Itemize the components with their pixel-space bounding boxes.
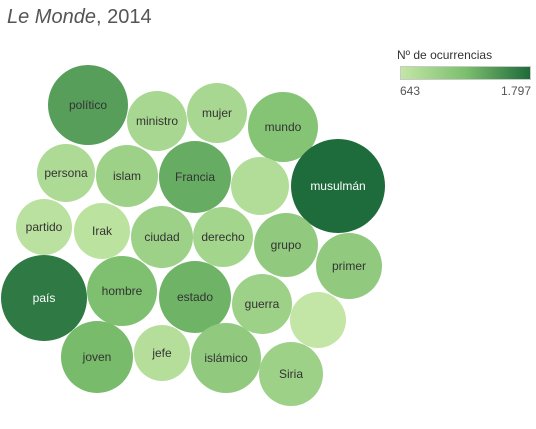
bubble-circle[interactable] (96, 145, 158, 207)
bubble-islámico[interactable]: islámico (191, 323, 261, 393)
bubble-circle[interactable] (159, 261, 231, 333)
legend-color-ramp (400, 66, 531, 80)
bubble-label: islámico (204, 351, 248, 365)
bubble-hombre[interactable]: hombre (87, 256, 157, 326)
bubble-jefe[interactable]: jefe (134, 325, 190, 381)
bubble-estado[interactable]: estado (159, 261, 231, 333)
bubble-circle[interactable] (127, 91, 187, 151)
bubble-circle[interactable] (193, 207, 253, 267)
bubble-label: ciudad (144, 230, 179, 244)
bubble-label: Francia (175, 170, 215, 184)
bubble-circle[interactable] (191, 323, 261, 393)
bubble-circle[interactable] (61, 321, 133, 393)
bubble-partido[interactable]: partido (16, 199, 72, 255)
bubble-Francia[interactable]: Francia (159, 141, 231, 213)
bubble-circle[interactable] (254, 213, 318, 277)
bubble-circle[interactable] (187, 83, 247, 143)
bubble-circle[interactable] (48, 65, 128, 145)
bubble-label: Siria (279, 367, 303, 381)
bubble-label: político (69, 98, 107, 112)
bubble-label: joven (82, 350, 112, 364)
bubble-mujer[interactable]: mujer (187, 83, 247, 143)
bubble-primer[interactable]: primer (316, 233, 382, 299)
bubble-label: hombre (102, 284, 143, 298)
bubble-ministro[interactable]: ministro (127, 91, 187, 151)
bubble-ciudad[interactable]: ciudad (131, 206, 193, 268)
chart-title-rest: , 2014 (95, 6, 152, 28)
bubble-circle[interactable] (248, 92, 318, 162)
legend-title: Nº de ocurrencias (397, 48, 493, 62)
bubble-label: mujer (202, 106, 232, 120)
legend-max-label: 1.797 (500, 84, 531, 98)
bubble-Irak[interactable]: Irak (74, 203, 130, 259)
bubble-unlabeled-19[interactable] (290, 292, 346, 348)
bubble-label: Irak (92, 224, 113, 238)
bubble-circle[interactable] (37, 144, 95, 202)
bubble-musulmán[interactable]: musulmán (291, 139, 385, 233)
bubble-circle[interactable] (131, 206, 193, 268)
bubble-circle[interactable] (290, 292, 346, 348)
bubble-label: musulmán (310, 179, 365, 193)
bubble-joven[interactable]: joven (61, 321, 133, 393)
bubble-circle[interactable] (74, 203, 130, 259)
bubble-label: ministro (136, 114, 178, 128)
legend-min-label: 643 (400, 84, 421, 98)
bubble-guerra[interactable]: guerra (232, 274, 292, 334)
bubble-label: primer (332, 259, 366, 273)
bubble-Siria[interactable]: Siria (259, 342, 323, 406)
bubble-circle[interactable] (16, 199, 72, 255)
bubble-label: partido (26, 220, 63, 234)
bubble-islam[interactable]: islam (96, 145, 158, 207)
bubble-circle[interactable] (259, 342, 323, 406)
bubble-label: país (33, 291, 56, 305)
bubble-persona[interactable]: persona (37, 144, 95, 202)
bubble-label: estado (177, 290, 213, 304)
bubble-político[interactable]: político (48, 65, 128, 145)
bubble-unlabeled-7[interactable] (231, 157, 289, 215)
bubble-label: jefe (151, 346, 172, 360)
bubble-circle[interactable] (134, 325, 190, 381)
bubble-label: islam (113, 169, 141, 183)
bubble-label: guerra (245, 297, 280, 311)
bubble-mundo[interactable]: mundo (248, 92, 318, 162)
bubble-circle[interactable] (159, 141, 231, 213)
bubble-circle[interactable] (231, 157, 289, 215)
bubble-label: grupo (271, 238, 302, 252)
bubble-circle[interactable] (316, 233, 382, 299)
bubble-grupo[interactable]: grupo (254, 213, 318, 277)
bubble-circle[interactable] (232, 274, 292, 334)
bubble-derecho[interactable]: derecho (193, 207, 253, 267)
bubble-label: persona (44, 166, 88, 180)
bubble-circle[interactable] (291, 139, 385, 233)
bubble-país[interactable]: país (1, 255, 87, 341)
bubble-label: mundo (265, 120, 302, 134)
chart-title: Le Monde, 2014 (7, 6, 152, 29)
bubble-circle[interactable] (87, 256, 157, 326)
chart-title-italic: Le Monde (7, 6, 96, 28)
bubble-circle[interactable] (1, 255, 87, 341)
bubble-label: derecho (201, 230, 245, 244)
